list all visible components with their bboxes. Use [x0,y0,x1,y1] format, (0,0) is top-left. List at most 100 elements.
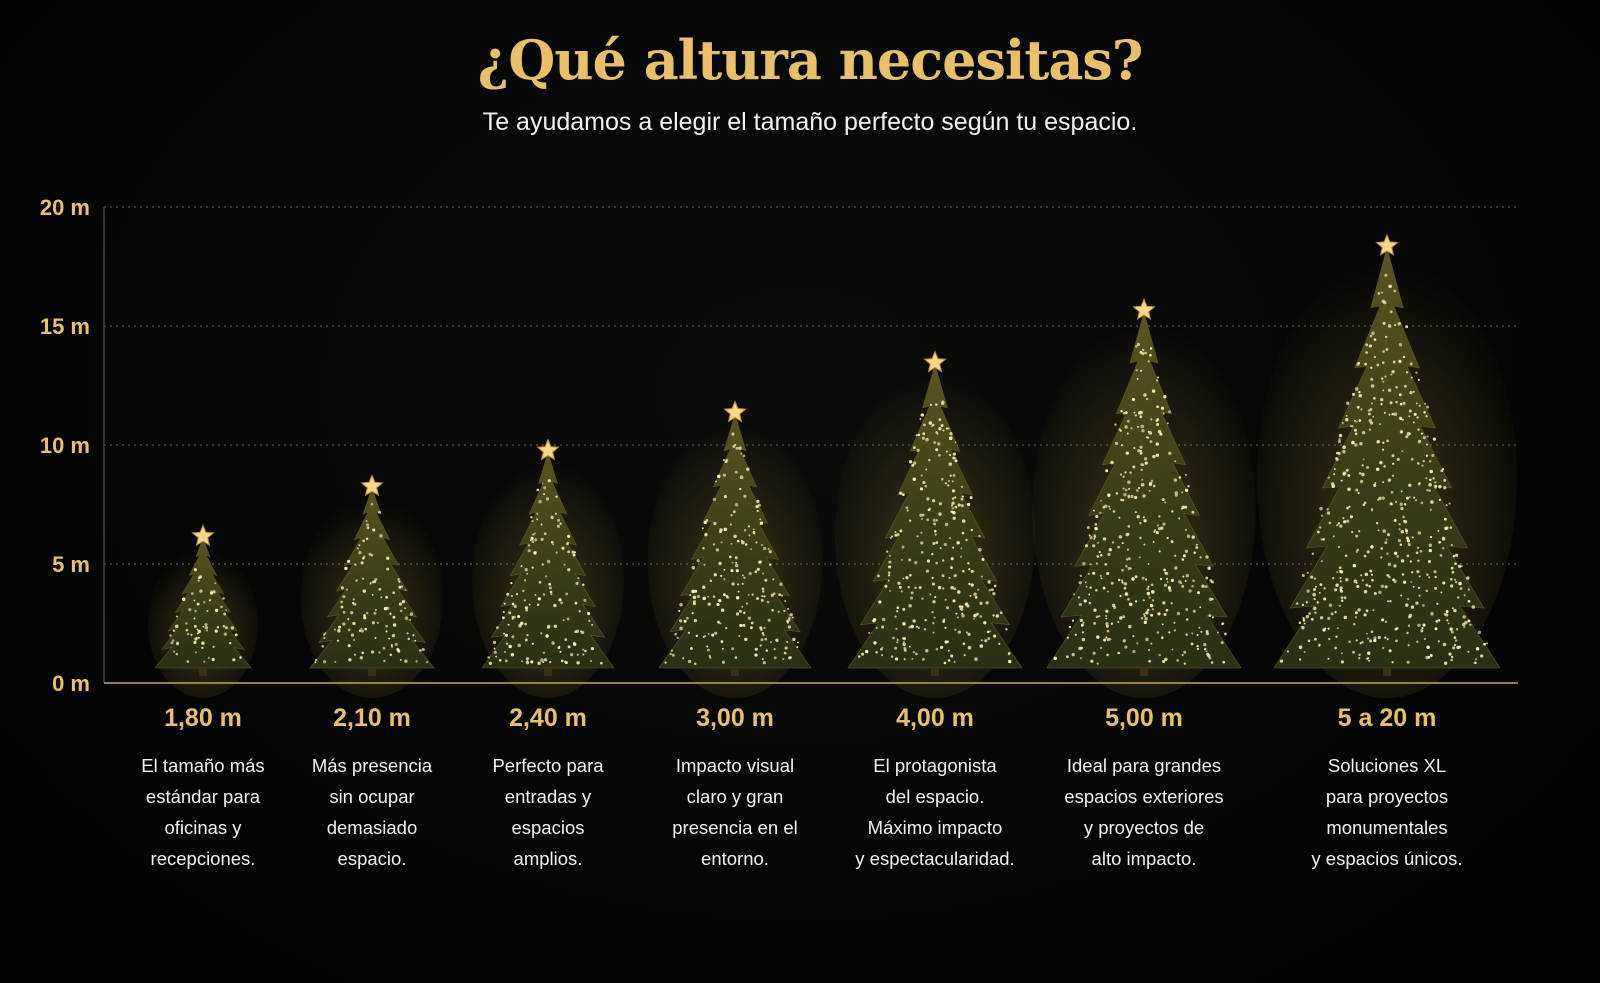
tree-light [1372,415,1375,418]
tree-light [561,546,565,550]
tree-light [1298,658,1302,661]
tree-light [1123,586,1127,590]
tree-light [1406,536,1410,540]
tree-light [896,638,899,642]
tree-light [1422,604,1425,607]
tree-light [1343,520,1347,524]
tree-light [942,429,945,432]
tree-light [576,653,579,656]
tree-light [746,467,750,471]
tree-light [1146,608,1150,612]
tree-light [1150,613,1154,617]
tree-light [1328,637,1331,641]
tree-light [1345,414,1348,417]
tree-light [1463,626,1466,629]
tree-light [1345,578,1349,582]
tree-light [555,551,558,554]
tree-light [1418,482,1421,485]
tree-light [1339,576,1342,580]
tree-light [952,599,956,603]
tree-light [1370,366,1373,369]
tree-light [1351,530,1354,534]
tree-light [523,599,526,602]
tree-light [507,623,510,626]
tree-light [1319,583,1323,586]
tree-light [768,563,772,566]
tree-light [203,601,206,604]
tree-light [957,503,961,507]
tree-light [1121,542,1124,545]
tree-light [214,629,218,633]
tree-light [1395,500,1398,503]
tree-light [947,649,950,652]
tree-light [525,657,530,661]
tree-light [392,623,397,627]
tree-light [379,534,383,538]
tree-light [1130,427,1133,430]
tree-light [1380,291,1383,294]
tree-light [1124,645,1128,649]
tree-light [1163,583,1168,587]
tree-light [743,611,746,615]
tree-light [943,542,947,547]
tree-star [723,400,747,423]
tree-light [1443,661,1448,665]
tree-light [1068,625,1072,629]
tree-light [925,649,929,653]
tree-light [1420,432,1424,435]
tree-light [1185,607,1189,611]
tree-light [935,541,939,544]
tree-light [1388,284,1392,289]
tree-light [1164,571,1167,575]
tree-light [1453,608,1457,613]
tree-light [421,647,425,652]
tree-light [1342,445,1346,449]
tree-light [1174,554,1177,557]
tree-light [723,568,726,571]
tree-light [1384,585,1388,589]
tree-light [938,427,942,431]
tree-light [1375,467,1380,472]
tree-light [1389,502,1393,506]
tree-light [1162,412,1165,415]
tree-light [890,535,894,538]
tree-light [1140,482,1145,487]
tree-light [734,656,738,659]
tree-light [1411,536,1414,539]
tree-light [1196,633,1199,637]
tree-light [1139,536,1142,540]
tree-light [1096,662,1099,665]
tree-light [370,502,374,506]
tree-light [968,568,971,571]
tree-light [1380,584,1385,589]
tree-light [545,497,550,501]
tree-light [1183,662,1186,665]
tree-light [1354,616,1358,619]
tree-light [511,635,515,639]
tree-light [1428,548,1432,553]
tree-light [987,637,991,641]
tree-light [786,620,789,623]
tree-light [1346,506,1349,510]
tree-light [1122,615,1126,619]
tree-light [1471,605,1476,609]
tree-light [1338,604,1341,607]
tree-light [359,656,363,660]
tree-light [1320,538,1323,541]
tree-light [414,639,417,642]
tree-light [1356,405,1360,409]
tree-light [689,647,693,650]
tree-light [342,610,346,614]
tree-light [365,611,369,615]
tree-light [1438,485,1442,489]
tree-light [1410,580,1413,583]
tree-light [543,658,548,662]
tree-light [1376,363,1380,367]
tree-light [1181,491,1184,494]
tree-light [1156,631,1160,634]
y-tick-label: 20 m [40,195,90,220]
y-tick-label: 15 m [40,314,90,339]
tree-light [954,505,958,509]
tree-light [920,413,924,417]
tree-light [1094,526,1097,530]
